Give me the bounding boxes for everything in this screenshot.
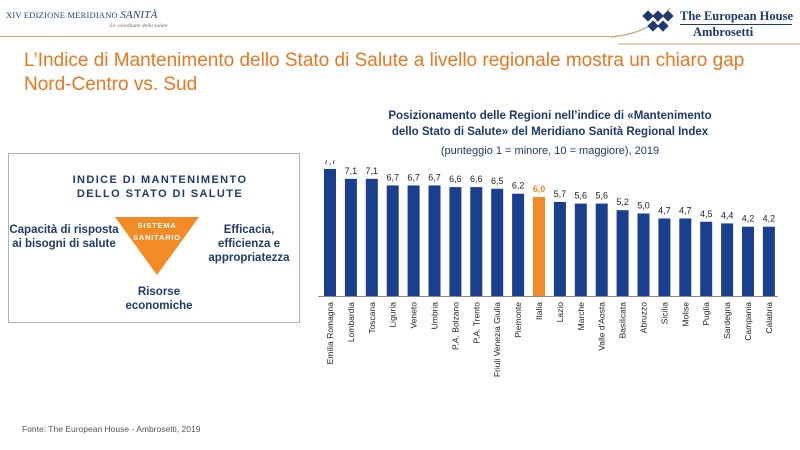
value-label: 7,1 bbox=[366, 166, 379, 176]
bar-sardegna bbox=[721, 223, 734, 296]
bar-abruzzo bbox=[637, 213, 650, 296]
value-label: 6,5 bbox=[491, 176, 504, 186]
bottom-dimension-text: Risorse economiche bbox=[125, 286, 193, 312]
bar-puglia bbox=[700, 221, 713, 296]
category-label: Sicilia bbox=[659, 302, 669, 324]
bar-marche bbox=[574, 203, 587, 296]
value-label: 5,7 bbox=[554, 189, 567, 199]
category-label: Valle d'Aosta bbox=[597, 302, 607, 351]
value-label: 4,7 bbox=[658, 205, 671, 215]
value-label: 6,0 bbox=[533, 184, 546, 194]
value-label: 7,7 bbox=[324, 160, 337, 166]
header-divider bbox=[0, 36, 610, 37]
category-label: Piemonte bbox=[513, 302, 523, 338]
left-dimension-text: Capacità di risposta ai bisogni di salut… bbox=[9, 224, 119, 250]
value-label: 4,2 bbox=[742, 214, 755, 224]
category-label: Molise bbox=[680, 302, 690, 327]
bar-toscana bbox=[365, 178, 378, 296]
bar-liguria bbox=[386, 185, 399, 296]
value-label: 6,7 bbox=[407, 172, 420, 182]
bar-p-a-bolzano bbox=[449, 187, 462, 296]
value-label: 7,1 bbox=[345, 166, 358, 176]
triangle-label-line2: SANITARIO bbox=[133, 233, 181, 242]
category-label: Puglia bbox=[701, 302, 711, 326]
category-label: P.A. Bolzano bbox=[450, 302, 460, 350]
triangle-icon bbox=[115, 217, 199, 275]
value-label: 6,6 bbox=[470, 174, 483, 184]
category-label: Lazio bbox=[555, 302, 565, 323]
source-note: Fonte: The European House - Ambrosetti, … bbox=[22, 424, 201, 434]
bar-molise bbox=[679, 218, 692, 296]
sanita-label: SANITÀ bbox=[120, 9, 158, 21]
category-label: Basilicata bbox=[618, 302, 628, 339]
logo-subtitle: Ambrosetti bbox=[693, 25, 754, 39]
bar-friuli-venezia-giulia bbox=[491, 188, 504, 296]
bar-umbria bbox=[428, 185, 441, 296]
category-label: Campania bbox=[743, 302, 753, 341]
bar-veneto bbox=[407, 185, 420, 296]
category-label: Marche bbox=[576, 302, 586, 331]
logo-rule bbox=[680, 24, 792, 25]
right-dimension-text: Efficacia, efficienza e appropriatezza bbox=[208, 224, 290, 264]
triangle-label-line1: SISTEMA bbox=[137, 221, 177, 230]
value-label: 5,6 bbox=[595, 191, 608, 201]
bar-basilicata bbox=[616, 210, 629, 296]
value-label: 5,2 bbox=[616, 197, 629, 207]
slide-title: L’Indice di Mantenimento dello Stato di … bbox=[24, 50, 745, 95]
value-label: 4,2 bbox=[763, 214, 776, 224]
category-label: Umbria bbox=[430, 302, 440, 330]
category-label: Calabria bbox=[764, 302, 774, 334]
bar-lazio bbox=[553, 201, 566, 296]
value-label: 6,2 bbox=[512, 181, 525, 191]
bar-calabria bbox=[762, 226, 775, 296]
value-label: 6,7 bbox=[386, 172, 399, 182]
value-label: 4,4 bbox=[721, 210, 734, 220]
bar-sicilia bbox=[658, 218, 671, 296]
value-label: 6,6 bbox=[449, 174, 462, 184]
tagline: Le coordinate della salute bbox=[110, 23, 168, 29]
category-label: Liguria bbox=[388, 302, 398, 328]
category-label: Abruzzo bbox=[639, 302, 649, 333]
bar-chart: 7,7 Emilia Romagna 7,1 Lombardia 7,1 Toscana 6… bbox=[318, 160, 778, 377]
category-label: Veneto bbox=[409, 302, 419, 329]
category-label: Toscana bbox=[367, 302, 377, 334]
category-label: Friuli Venezia Giulia bbox=[492, 302, 502, 377]
bar-italia bbox=[533, 197, 545, 296]
bar-lombardia bbox=[344, 178, 357, 296]
value-label: 5,6 bbox=[575, 191, 588, 201]
chart-title-line1: Posizionamento delle Regioni nell’indice… bbox=[388, 110, 712, 122]
category-label: P.A. Trento bbox=[471, 302, 481, 344]
category-label: Lombardia bbox=[346, 302, 356, 342]
category-label: Emilia Romagna bbox=[325, 302, 335, 365]
value-label: 4,5 bbox=[700, 209, 713, 219]
chart-title-line2: dello Stato di Salute» del Meridiano San… bbox=[391, 126, 709, 138]
bar-valle-d-aosta bbox=[595, 203, 608, 296]
box-heading-line2: DELLO STATO DI SALUTE bbox=[76, 188, 244, 200]
ambrosetti-logo-icon bbox=[642, 10, 674, 32]
value-label: 6,7 bbox=[428, 172, 441, 182]
box-heading-line1: INDICE DI MANTENIMENTO bbox=[72, 174, 248, 186]
bar-piemonte bbox=[512, 193, 525, 296]
logo-title: The European House bbox=[680, 9, 793, 23]
event-edition: XIV EDIZIONE MERIDIANO SANITÀ bbox=[6, 9, 158, 21]
value-label: 4,7 bbox=[679, 205, 692, 215]
bar-emilia-romagna bbox=[324, 168, 336, 296]
bar-p-a-trento bbox=[470, 187, 483, 296]
bar-campania bbox=[742, 226, 754, 296]
category-label: Sardegna bbox=[722, 302, 732, 339]
category-label: Italia bbox=[534, 302, 544, 320]
edition-label: XIV EDIZIONE MERIDIANO bbox=[6, 10, 118, 20]
chart-subtitle: (punteggio 1 = minore, 10 = maggiore), 2… bbox=[440, 145, 660, 157]
value-label: 5,0 bbox=[637, 201, 650, 211]
